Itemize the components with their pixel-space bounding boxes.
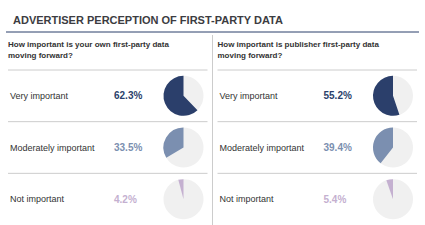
svg-text:ADVERTISER PERCEPTION OF FIRST: ADVERTISER PERCEPTION OF FIRST-PARTY DAT…	[13, 14, 283, 26]
svg-text:Very important: Very important	[220, 91, 279, 101]
svg-text:moving forward?: moving forward?	[218, 51, 283, 60]
svg-text:5.4%: 5.4%	[324, 194, 347, 205]
svg-text:How important is publisher fir: How important is publisher first-party d…	[218, 40, 380, 49]
svg-text:Not important: Not important	[220, 194, 275, 204]
svg-text:Very important: Very important	[10, 91, 69, 101]
svg-text:62.3%: 62.3%	[114, 90, 142, 101]
svg-text:39.4%: 39.4%	[324, 142, 352, 153]
svg-text:moving forward?: moving forward?	[8, 51, 73, 60]
svg-text:Moderately important: Moderately important	[220, 143, 305, 153]
svg-text:4.2%: 4.2%	[114, 194, 137, 205]
svg-text:How important is your own firs: How important is your own first-party da…	[8, 40, 169, 49]
svg-text:33.5%: 33.5%	[114, 142, 142, 153]
svg-text:Not important: Not important	[10, 194, 65, 204]
svg-text:Moderately important: Moderately important	[10, 143, 95, 153]
svg-text:55.2%: 55.2%	[324, 90, 352, 101]
